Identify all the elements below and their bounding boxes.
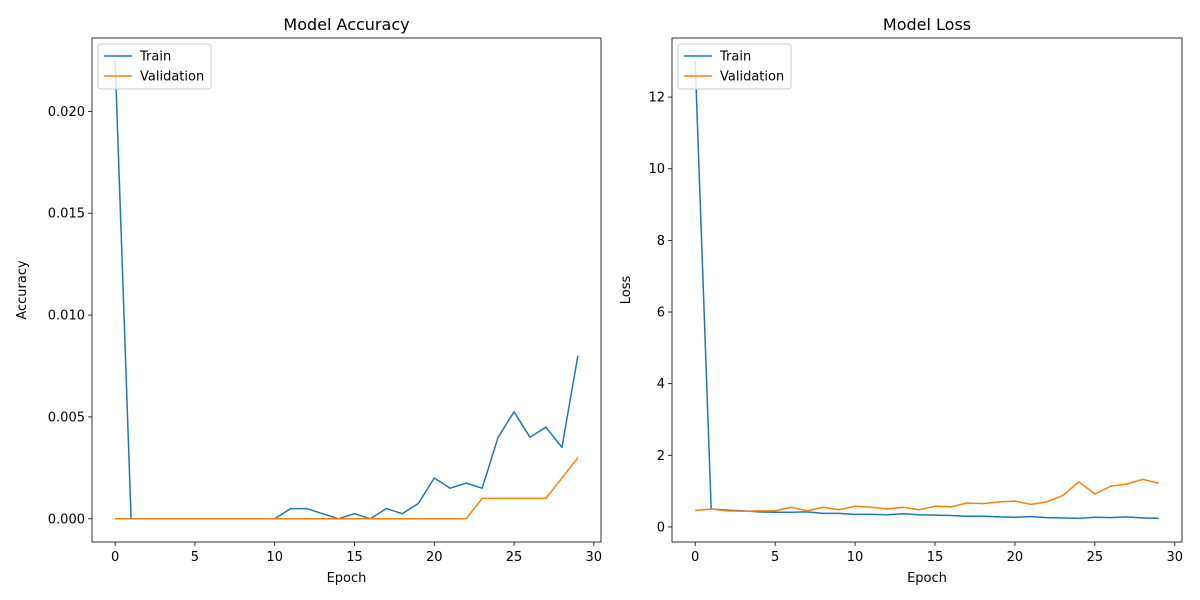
- x-tick-label: 0: [691, 550, 699, 565]
- y-axis-label: Accuracy: [15, 260, 30, 320]
- x-tick-label: 15: [927, 550, 944, 565]
- plot-frame: [91, 37, 602, 543]
- series-line-validation: [115, 457, 579, 520]
- y-tick-label: 0.020: [48, 105, 85, 120]
- legend: Train Validation: [677, 43, 792, 90]
- series-line-train: [114, 60, 579, 520]
- series-line-validation: [695, 478, 1159, 512]
- x-axis-label: Epoch: [907, 571, 947, 586]
- series-line-train: [694, 61, 1159, 520]
- y-axis-label: Loss: [619, 276, 634, 305]
- x-tick-label: 0: [111, 550, 119, 565]
- x-tick-label: 30: [586, 550, 603, 565]
- chart-title: Model Accuracy: [283, 15, 409, 34]
- y-tick-label: 0.015: [48, 207, 85, 222]
- y-tick-label: 2: [657, 449, 665, 464]
- x-tick-label: 30: [1167, 550, 1184, 565]
- y-tick-label: 8: [657, 234, 665, 249]
- x-tick-label: 25: [1087, 550, 1104, 565]
- y-tick-label: 10: [648, 162, 665, 177]
- y-tick-label: 6: [657, 306, 665, 321]
- chart-title: Model Loss: [883, 15, 971, 34]
- x-axis-label: Epoch: [327, 571, 367, 586]
- x-tick-label: 5: [771, 550, 779, 565]
- plot-frame: [671, 37, 1183, 543]
- x-tick-label: 20: [426, 550, 443, 565]
- y-tick-label: 0.010: [48, 309, 85, 324]
- x-tick-label: 10: [847, 550, 864, 565]
- legend-label-train: Train: [139, 50, 171, 65]
- chart-panel-1: Model Accuracy 0 5 10 15 20 25 30 0.000 0.005 0.01…: [15, 15, 602, 586]
- x-tick-label: 15: [346, 550, 363, 565]
- legend-label-validation: Validation: [720, 70, 784, 85]
- y-tick-label: 0.000: [48, 512, 85, 527]
- y-tick-label: 0.005: [48, 410, 85, 425]
- x-tick-label: 20: [1007, 550, 1024, 565]
- legend-label-validation: Validation: [140, 70, 204, 85]
- legend: Train Validation: [97, 43, 212, 90]
- x-tick-label: 25: [506, 550, 523, 565]
- x-tick-label: 10: [266, 550, 283, 565]
- y-tick-label: 4: [657, 377, 665, 392]
- x-tick-label: 5: [191, 550, 199, 565]
- y-tick-label: 0: [657, 520, 665, 535]
- chart-panel-2: Model Loss 0 5 10 15 20 25 30 0 2 4 6 8 10 12 Epoch Loss…: [619, 15, 1183, 586]
- legend-label-train: Train: [719, 50, 751, 65]
- y-tick-label: 12: [648, 91, 665, 106]
